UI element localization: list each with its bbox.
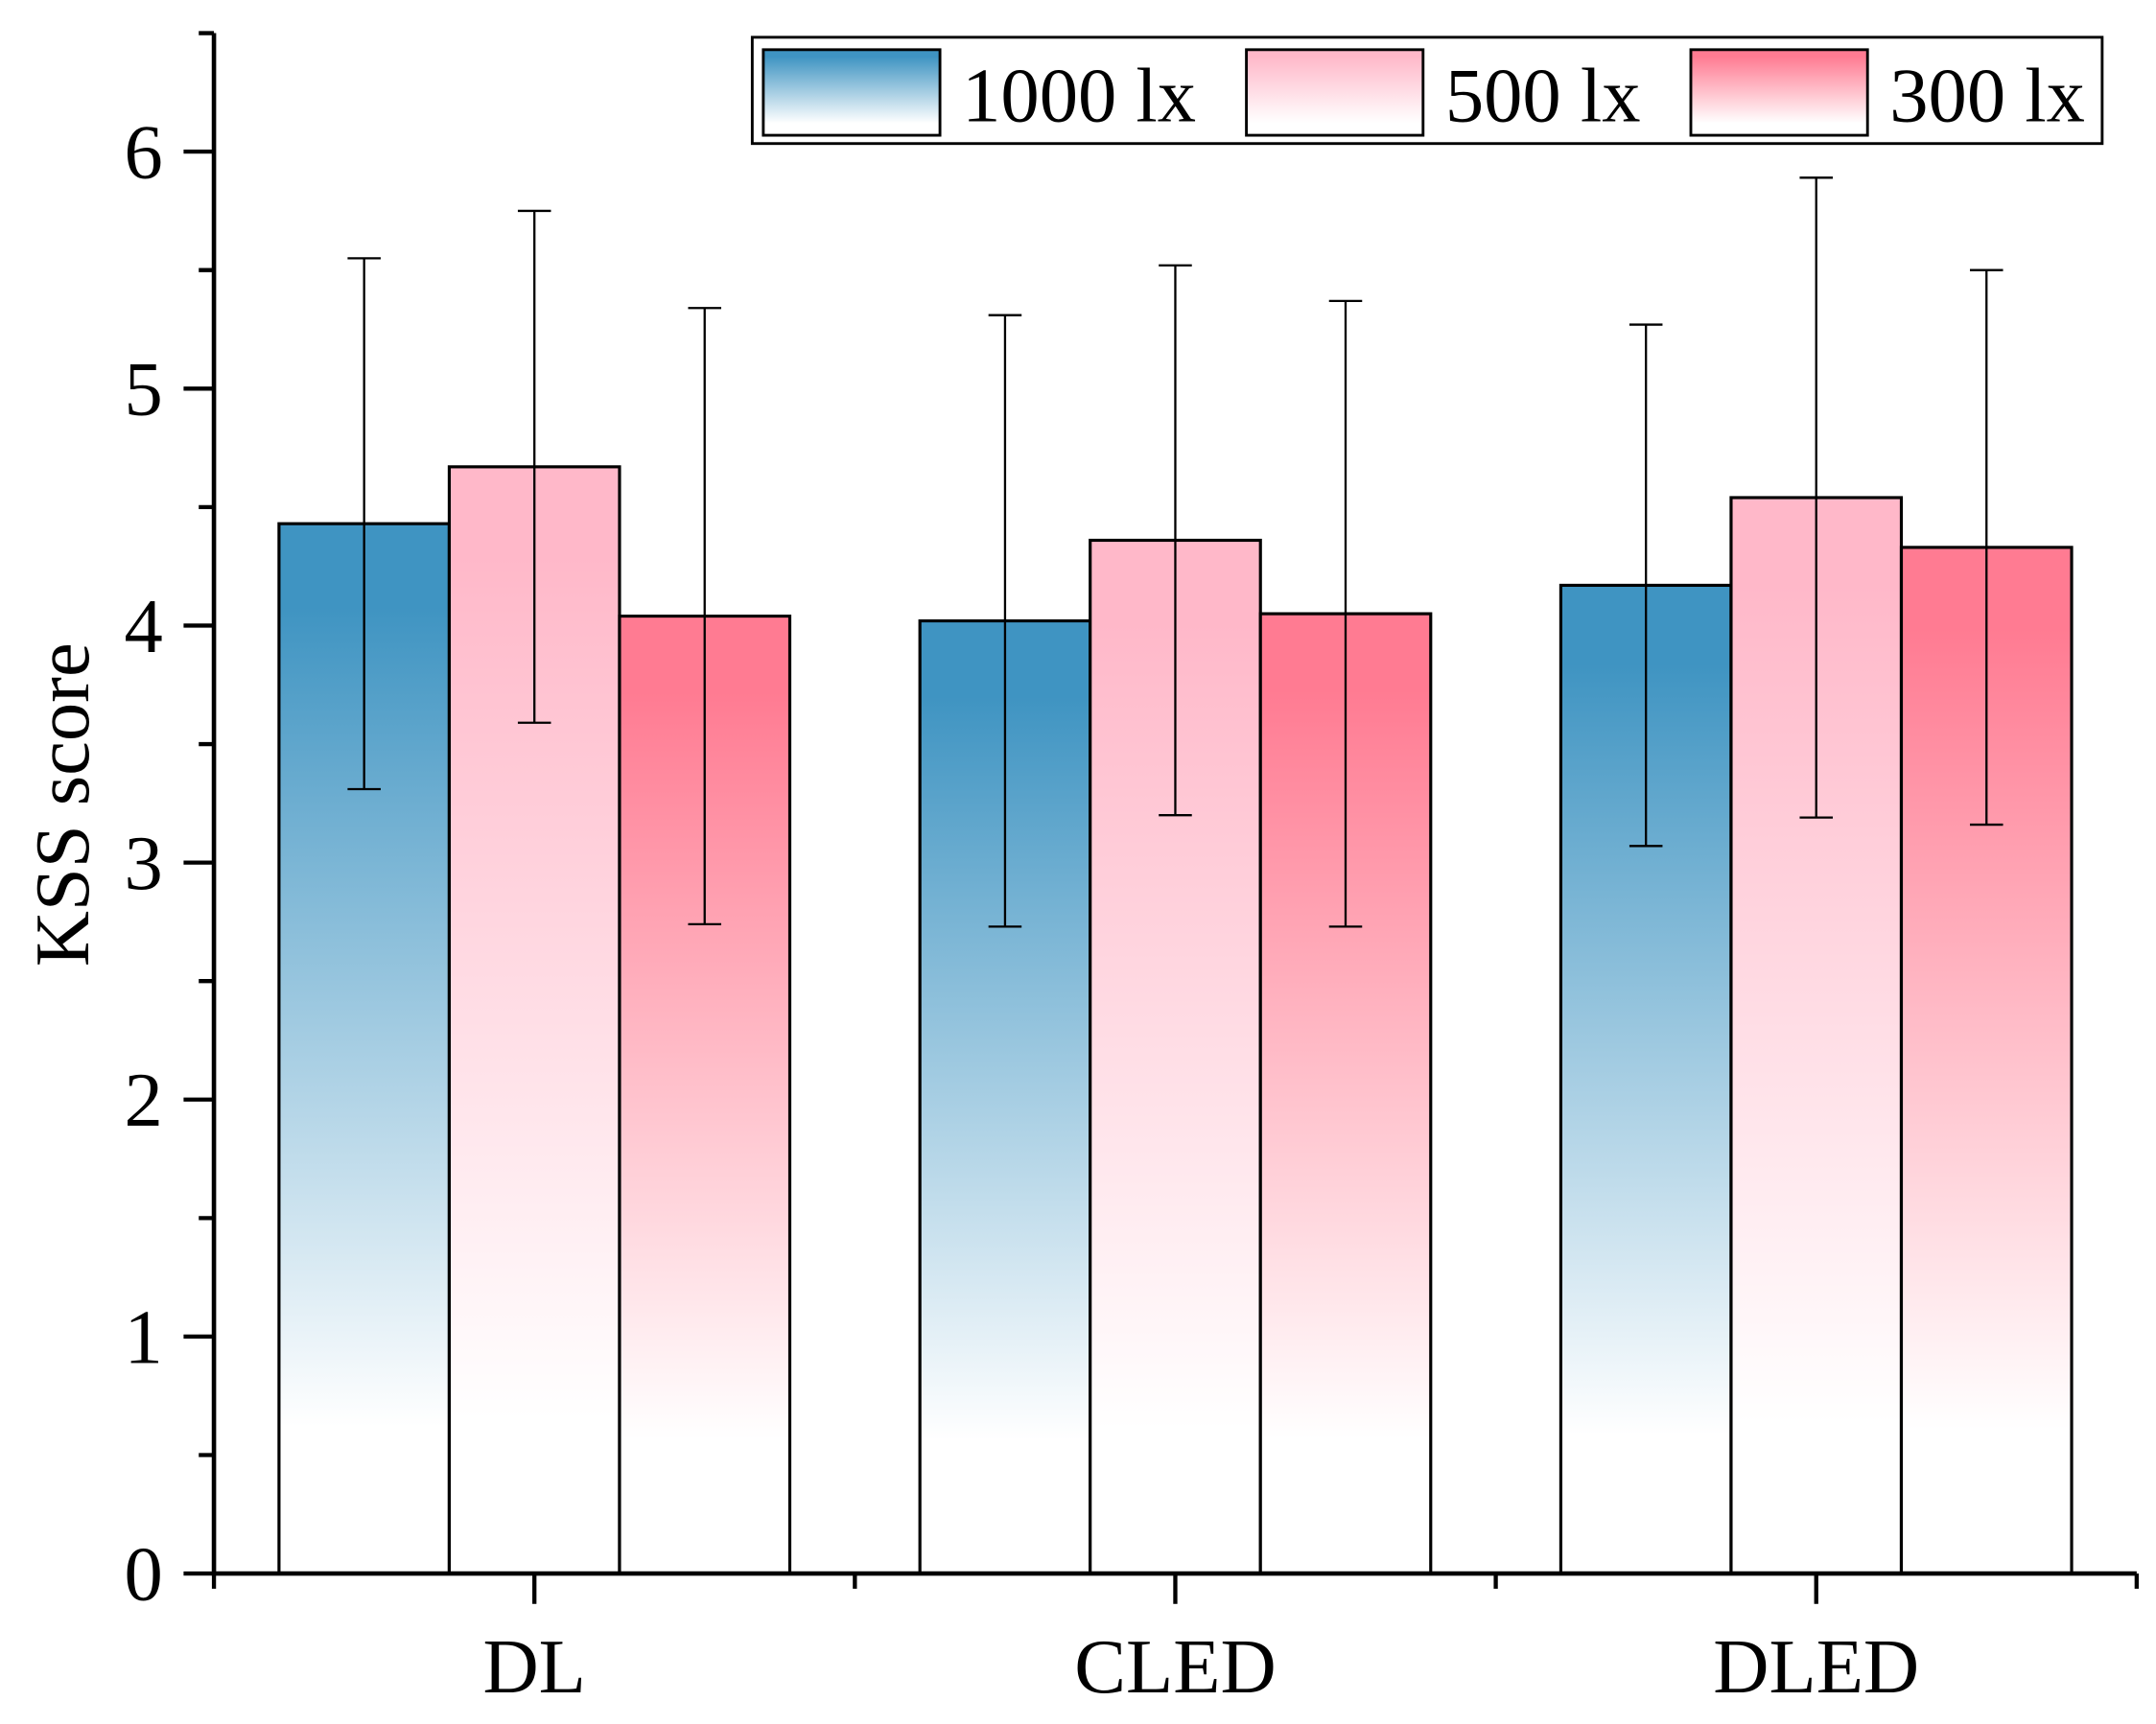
y-axis-title: KSS score	[20, 642, 105, 967]
legend-swatch	[1245, 48, 1425, 137]
y-tick-label: 0	[125, 1531, 163, 1617]
y-tick-label: 6	[125, 109, 163, 195]
y-tick-label: 4	[125, 584, 163, 669]
legend-swatch	[762, 48, 942, 137]
error-bar-dl-300-lx	[688, 307, 722, 926]
legend-label: 1000 lx	[962, 54, 1196, 139]
legend-entry-1000-lx: 1000 lx	[762, 48, 1196, 139]
error-bar-cled-1000-lx	[988, 314, 1022, 928]
legend: 1000 lx 500 lx 300 lx	[750, 35, 2104, 146]
x-tick-label-dl: DL	[482, 1624, 585, 1710]
axes-layer	[183, 31, 2140, 1604]
labels-layer: 0 1 2 3 4 5 6 DL CLED DLED KSS score	[20, 109, 1919, 1709]
y-tick-label: 5	[125, 347, 163, 432]
legend-swatch	[1689, 48, 1869, 137]
error-bar-dl-500-lx	[517, 209, 551, 724]
legend-box	[750, 35, 2104, 146]
legend-label: 300 lx	[1889, 54, 2085, 139]
y-tick-label: 2	[125, 1058, 163, 1143]
x-tick-label-dled: DLED	[1713, 1624, 1919, 1710]
error-bar-cled-300-lx	[1328, 299, 1363, 928]
error-bars-layer	[347, 176, 2004, 928]
error-bar-dled-1000-lx	[1629, 323, 1663, 848]
error-bar-dled-500-lx	[1799, 176, 1833, 819]
error-bar-dled-300-lx	[1969, 268, 2004, 827]
y-tick-label: 3	[125, 821, 163, 906]
error-bar-cled-500-lx	[1159, 264, 1192, 817]
error-bar-dl-1000-lx	[347, 257, 381, 791]
y-tick-label: 1	[125, 1294, 163, 1380]
legend-entry-500-lx: 500 lx	[1245, 48, 1641, 139]
legend-label: 500 lx	[1445, 54, 1641, 139]
legend-entry-300-lx: 300 lx	[1689, 48, 2085, 139]
x-tick-label-cled: CLED	[1074, 1624, 1276, 1710]
